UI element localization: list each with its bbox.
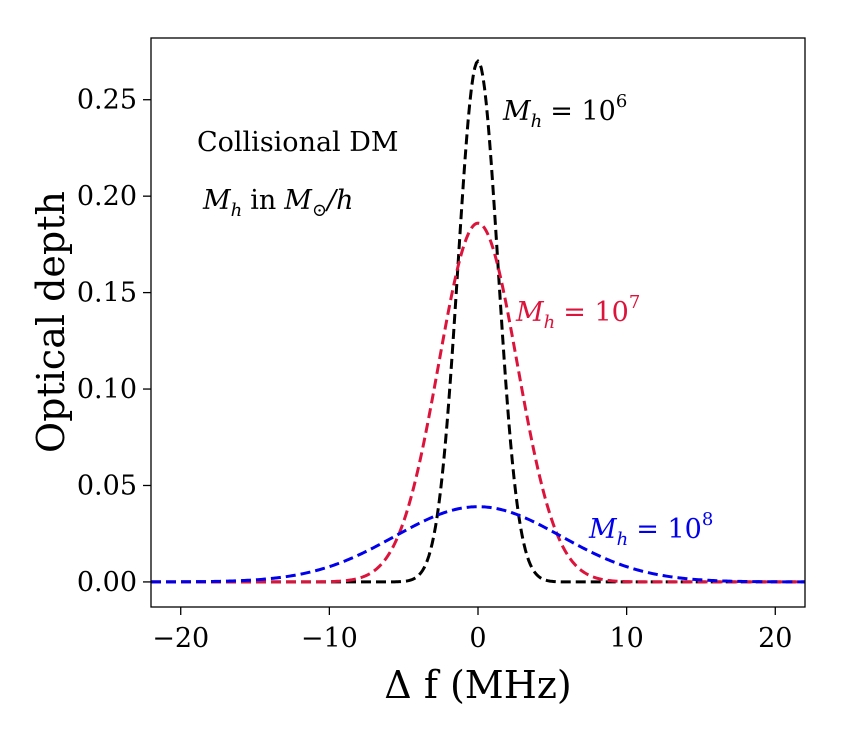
mass-units-h: /h [324,185,354,216]
series-label-1e8: Mh = 108 [588,509,713,550]
x-axis-title: Δ f (MHz) [384,663,571,707]
series-line-2 [151,505,805,584]
y-tick-label: 0.20 [77,181,137,212]
y-tick-label: 0.25 [77,85,137,116]
series-line-1 [151,221,805,584]
y-tick-label: 0.00 [77,567,137,598]
mass-units-sub: h [231,200,243,221]
y-tick-label: 0.05 [77,470,137,501]
y-axis-title: Optical depth [29,191,73,453]
x-tick-label: 20 [758,623,792,654]
mass-units-m: M [283,185,313,216]
x-tick-label: 0 [469,623,486,654]
x-tick-label: 10 [609,623,643,654]
collisional-dm-label: Collisional DM [197,127,399,158]
mass-units-label: Mh in M⊙/h [202,185,354,221]
mass-units-in: in [250,185,276,216]
x-tick-label: −10 [301,623,358,654]
mass-units-var: M [202,185,232,216]
series-label-1e6: Mh = 106 [502,91,627,132]
series-layer [151,58,805,584]
y-tick-label: 0.15 [77,278,137,309]
mass-units-sun: ⊙ [312,200,327,221]
tick-layer: −20 −10 0 10 20 0.00 0.05 0.10 0.15 0.20 0.25 [77,85,793,654]
x-tick-label: −20 [152,623,209,654]
series-label-1e7: Mh = 107 [515,292,640,333]
y-tick-label: 0.10 [77,374,137,405]
